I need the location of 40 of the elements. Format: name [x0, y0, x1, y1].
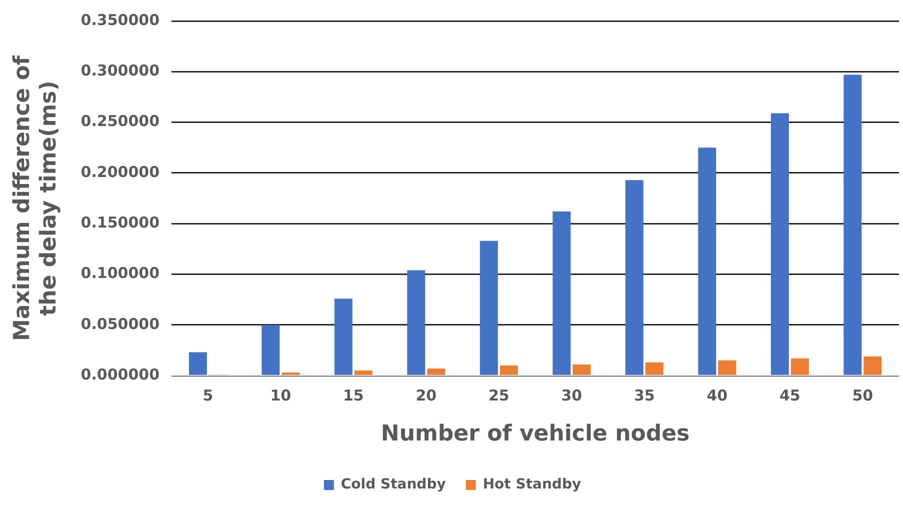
bar — [718, 360, 736, 375]
bar — [625, 180, 644, 375]
bar — [354, 370, 372, 375]
bar — [572, 364, 591, 375]
legend-label: Hot Standby — [482, 476, 582, 493]
x-tick-label: 15 — [342, 386, 364, 404]
bar — [407, 270, 426, 375]
y-tick-label: 0.150000 — [80, 214, 160, 232]
bar — [262, 324, 280, 375]
y-tick-label: 0.200000 — [80, 162, 160, 181]
x-axis-title: Number of vehicle nodes — [380, 422, 690, 447]
x-tick-label: 50 — [852, 386, 874, 404]
bar — [480, 240, 498, 375]
y-tick-label: 0.000000 — [80, 365, 160, 384]
y-tick-label: 0.300000 — [80, 62, 160, 80]
bar — [334, 298, 352, 375]
x-tick-label: 20 — [416, 386, 437, 404]
bar — [770, 113, 789, 375]
y-tick-label: 0.250000 — [80, 112, 160, 130]
x-tick-label: 45 — [779, 386, 800, 404]
x-tick-label: 25 — [488, 386, 510, 404]
x-tick-label: 5 — [202, 386, 214, 404]
legend-label: Cold Standby — [340, 476, 446, 493]
bar — [790, 358, 809, 375]
bar — [645, 362, 664, 375]
y-axis-title: Maximum difference of the delay time(ms) — [10, 55, 62, 342]
x-tick-label: 35 — [634, 386, 655, 404]
bar — [552, 211, 571, 375]
bar — [698, 148, 716, 375]
bar — [500, 365, 518, 375]
bar — [864, 356, 882, 375]
y-tick-label: 0.350000 — [80, 10, 160, 29]
bar — [188, 352, 207, 375]
x-tick-label: 10 — [270, 386, 292, 404]
y-tick-label: 0.100000 — [80, 264, 160, 282]
bar — [844, 74, 862, 375]
x-tick-label: 40 — [706, 386, 728, 404]
bar — [427, 368, 446, 375]
y-tick-label: 0.050000 — [80, 314, 160, 333]
x-tick-label: 30 — [561, 386, 582, 404]
